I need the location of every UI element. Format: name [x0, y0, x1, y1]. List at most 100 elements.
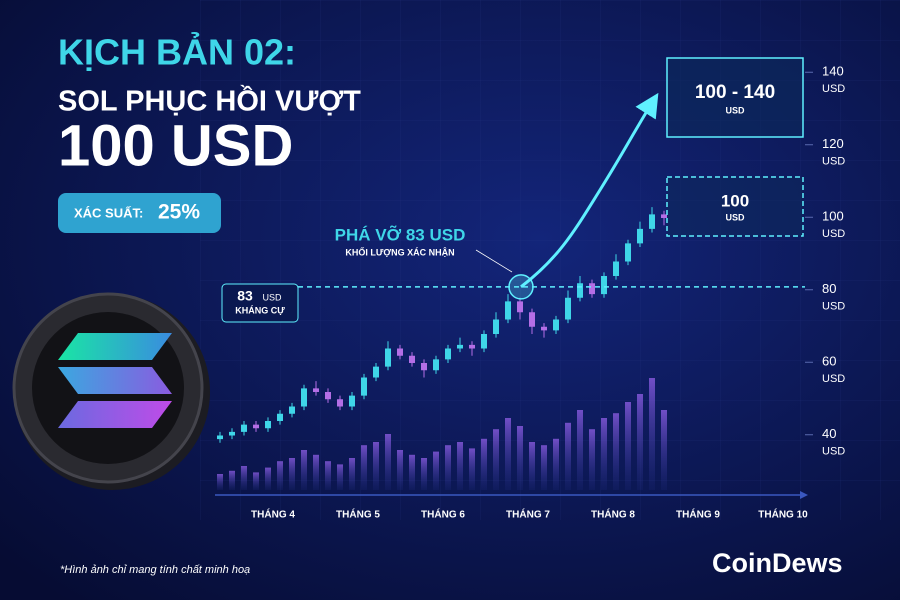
target-box: [666, 57, 804, 138]
candle-body: [637, 228, 643, 244]
target-unit: USD: [725, 105, 745, 115]
candle-body: [385, 348, 391, 367]
volume-bar: [505, 418, 511, 490]
x-tick-label: THÁNG 4: [251, 508, 295, 521]
volume-bar: [481, 438, 487, 490]
candle-body: [541, 326, 547, 331]
probability-pill: [58, 193, 221, 233]
candle-body: [349, 395, 355, 407]
candle-body: [649, 214, 655, 229]
candle-body: [397, 348, 403, 356]
volume-bar: [217, 474, 223, 490]
y-tick-unit: USD: [822, 446, 845, 458]
candle-body: [253, 424, 259, 429]
plot: [217, 71, 813, 490]
footnote: *Hình ảnh chỉ mang tính chất minh hoạ: [60, 564, 250, 576]
volume-bar: [517, 426, 523, 490]
volume-bar: [361, 445, 367, 490]
candle-body: [277, 413, 283, 421]
candle-body: [589, 283, 595, 295]
probability-label: XÁC SUẤT:: [74, 205, 143, 220]
candle-body: [565, 297, 571, 320]
volume-bar: [253, 472, 259, 490]
volume-bar: [325, 461, 331, 490]
volume-bar: [529, 442, 535, 490]
y-tick-label: 80: [822, 281, 836, 296]
candle-body: [217, 435, 223, 440]
resistance-label: KHÁNG CỰ: [235, 305, 285, 315]
sol-coin: [12, 292, 210, 490]
candle-body: [313, 388, 319, 392]
leader-line: [475, 249, 513, 273]
candle-body: [601, 276, 607, 295]
candle-body: [421, 363, 427, 371]
resistance-unit: USD: [262, 292, 282, 302]
volume-bar: [661, 410, 667, 490]
y-tick-unit: USD: [822, 373, 845, 385]
volume-bar: [457, 442, 463, 490]
volume-bar: [301, 450, 307, 490]
volume-bar: [241, 466, 247, 490]
volume-bar: [553, 438, 559, 490]
candle-body: [409, 355, 415, 363]
volume-bar: [337, 464, 343, 490]
candle-body: [661, 214, 667, 218]
candle-body: [577, 283, 583, 298]
candle-body: [553, 319, 559, 331]
volume-bar: [277, 461, 283, 490]
candle-body: [241, 424, 247, 432]
volume-bar: [613, 413, 619, 490]
candle-body: [505, 301, 511, 320]
candle-body: [613, 261, 619, 276]
breakout-title: PHÁ VỠ 83 USD: [335, 224, 466, 244]
volume-bar: [229, 470, 235, 490]
candle-body: [493, 319, 499, 334]
candle-body: [469, 344, 475, 349]
x-tick-label: THÁNG 10: [758, 508, 808, 521]
volume-bar: [637, 394, 643, 490]
volume-bar: [265, 467, 271, 490]
x-tick-label: THÁNG 6: [421, 508, 465, 521]
volume-bar: [409, 454, 415, 490]
title: KỊCH BẢN 02:: [58, 32, 296, 73]
candle-body: [229, 431, 235, 436]
volume-bar: [601, 418, 607, 490]
candle-body: [325, 392, 331, 400]
volume-bar: [373, 442, 379, 490]
volume-bar: [349, 458, 355, 490]
y-tick-label: 120: [822, 136, 844, 151]
volume-bar: [649, 378, 655, 490]
target-label: 100: [721, 191, 749, 210]
x-tick-label: THÁNG 5: [336, 508, 380, 521]
volume-bar: [493, 429, 499, 490]
y-tick-label: 60: [822, 354, 836, 369]
volume-bar: [445, 445, 451, 490]
x-tick-label: THÁNG 8: [591, 508, 635, 521]
y-tick-unit: USD: [822, 228, 845, 240]
candle-body: [529, 312, 535, 327]
x-tick-label: THÁNG 9: [676, 508, 720, 521]
candle-body: [445, 348, 451, 360]
x-tick-label: THÁNG 7: [506, 508, 550, 521]
candle-body: [289, 406, 295, 414]
candle-body: [301, 388, 307, 407]
volume-bar: [577, 410, 583, 490]
projection-arrow: [520, 92, 659, 289]
x-axis-arrow: [800, 491, 808, 499]
volume-bar: [589, 429, 595, 490]
volume-bar: [541, 445, 547, 490]
candle-body: [265, 421, 271, 429]
y-tick-unit: USD: [822, 301, 845, 313]
resistance-box: [221, 283, 299, 323]
volume-bar: [433, 451, 439, 490]
headline: 100 USD: [58, 113, 293, 178]
candle-body: [361, 377, 367, 396]
volume-bar: [385, 434, 391, 490]
volume-bar: [397, 450, 403, 490]
volume-bar: [289, 458, 295, 490]
volume-bar: [421, 458, 427, 490]
candle-body: [433, 359, 439, 371]
candle-body: [373, 366, 379, 378]
